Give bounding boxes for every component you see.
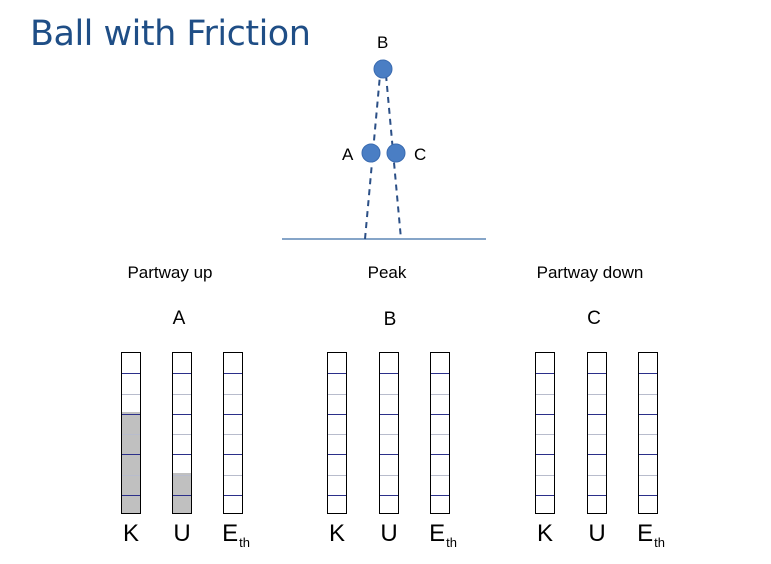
bar-label-b-u: U: [380, 520, 398, 547]
bar-cell-divider: [380, 393, 398, 395]
bar-cell-divider: [588, 413, 606, 415]
bar-cell-divider: [380, 494, 398, 496]
bar-cell-divider: [639, 434, 657, 435]
bar-a-k: [121, 352, 141, 514]
bar-cell-divider: [224, 413, 242, 415]
section-letter-a: A: [172, 308, 186, 329]
bar-cell-divider: [122, 373, 140, 375]
bar-cell-divider: [224, 393, 242, 395]
bar-cell-divider: [173, 413, 191, 415]
bar-cell-divider: [588, 474, 606, 476]
bar-cell-divider: [639, 454, 657, 456]
bar-cell-divider: [431, 474, 449, 476]
bar-b-k: [327, 352, 347, 514]
ball-at-a: [361, 143, 381, 163]
bar-cell-divider: [328, 373, 346, 375]
bar-cell-divider: [431, 413, 449, 415]
section-title-partway-up: Partway up: [127, 263, 213, 282]
energy-fill: [122, 411, 140, 513]
bar-label-a-eth: Eth: [222, 520, 250, 550]
point-label-c: C: [414, 145, 427, 164]
bar-cell-divider: [431, 434, 449, 435]
bar-cell-divider: [328, 413, 346, 415]
bar-c-u: [587, 352, 607, 514]
bar-cell-divider: [173, 454, 191, 456]
bar-cell-divider: [431, 393, 449, 395]
bar-cell-divider: [536, 413, 554, 415]
trajectory-diagram: [282, 59, 486, 240]
bar-a-eth: [223, 352, 243, 514]
bar-cell-divider: [639, 474, 657, 476]
bar-cell-divider: [639, 393, 657, 395]
bar-label-a-k: K: [122, 520, 139, 547]
energy-fill: [173, 472, 191, 513]
bar-cell-divider: [122, 474, 140, 476]
bar-cell-divider: [224, 373, 242, 375]
bar-cell-divider: [380, 474, 398, 476]
bar-cell-divider: [328, 454, 346, 456]
bar-cell-divider: [536, 474, 554, 476]
bar-b-u: [379, 352, 399, 514]
bar-cell-divider: [588, 434, 606, 435]
bar-label-c-u: U: [588, 520, 606, 547]
bar-cell-divider: [380, 454, 398, 456]
bar-label-c-eth: Eth: [637, 520, 665, 550]
bar-cell-divider: [639, 373, 657, 375]
bar-cell-divider: [536, 434, 554, 435]
bar-cell-divider: [173, 494, 191, 496]
bar-cell-divider: [536, 393, 554, 395]
bar-cell-divider: [588, 454, 606, 456]
point-label-b: B: [377, 33, 389, 52]
bar-b-eth: [430, 352, 450, 514]
bar-c-eth: [638, 352, 658, 514]
ball-at-b: [373, 59, 393, 79]
bar-cell-divider: [122, 434, 140, 435]
bar-label-a-u: U: [173, 520, 191, 547]
bar-label-c-k: K: [536, 520, 553, 547]
page-title: Ball with Friction: [30, 14, 311, 54]
section-title-peak: Peak: [367, 263, 407, 282]
bar-label-b-k: K: [328, 520, 345, 547]
section-letter-c: C: [587, 308, 601, 329]
bar-cell-divider: [224, 474, 242, 476]
bar-cell-divider: [328, 494, 346, 496]
bar-cell-divider: [173, 393, 191, 395]
bar-cell-divider: [380, 434, 398, 435]
section-letter-b: B: [383, 309, 397, 330]
bar-cell-divider: [122, 454, 140, 456]
bar-cell-divider: [122, 393, 140, 395]
bar-cell-divider: [639, 413, 657, 415]
bar-cell-divider: [380, 373, 398, 375]
bar-cell-divider: [173, 474, 191, 476]
bar-cell-divider: [122, 494, 140, 496]
section-title-partway-down: Partway down: [536, 263, 644, 282]
bar-cell-divider: [328, 434, 346, 435]
bar-cell-divider: [536, 494, 554, 496]
bar-cell-divider: [639, 494, 657, 496]
bar-cell-divider: [588, 393, 606, 395]
point-label-a: A: [342, 145, 354, 164]
bar-cell-divider: [224, 494, 242, 496]
bar-c-k: [535, 352, 555, 514]
bar-cell-divider: [224, 434, 242, 435]
bar-cell-divider: [328, 474, 346, 476]
bar-cell-divider: [380, 413, 398, 415]
bar-cell-divider: [588, 373, 606, 375]
bar-cell-divider: [431, 373, 449, 375]
bar-label-b-eth: Eth: [429, 520, 457, 550]
bar-a-u: [172, 352, 192, 514]
bar-cell-divider: [536, 454, 554, 456]
bar-cell-divider: [588, 494, 606, 496]
bar-cell-divider: [536, 373, 554, 375]
bar-cell-divider: [431, 494, 449, 496]
bar-cell-divider: [328, 393, 346, 395]
bar-cell-divider: [431, 454, 449, 456]
bar-cell-divider: [224, 454, 242, 456]
bar-cell-divider: [122, 413, 140, 415]
bar-cell-divider: [173, 434, 191, 435]
ball-at-c: [386, 143, 406, 163]
bar-cell-divider: [173, 373, 191, 375]
